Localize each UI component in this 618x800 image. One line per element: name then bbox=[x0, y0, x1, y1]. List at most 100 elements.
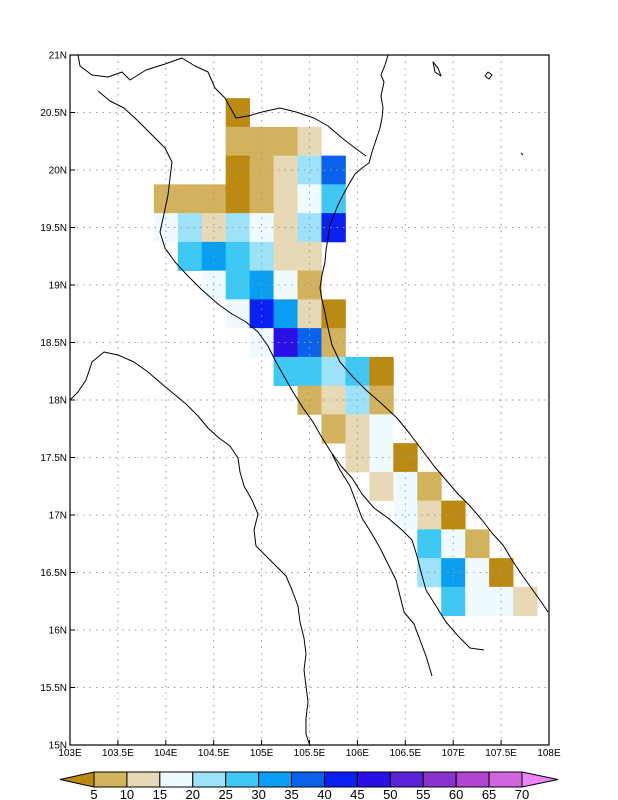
rainfall-cell bbox=[201, 241, 227, 272]
colorbar-label: 70 bbox=[515, 787, 529, 800]
colorbar-bin bbox=[93, 771, 128, 788]
coastline-and-borders bbox=[69, 54, 549, 747]
colorbar-label: 50 bbox=[383, 787, 397, 800]
colorbar-bin bbox=[389, 771, 424, 788]
colorbar-bin bbox=[356, 771, 391, 788]
rainfall-cell bbox=[369, 356, 394, 387]
coastline bbox=[319, 54, 549, 613]
rainfall-cell bbox=[273, 356, 298, 387]
colorbar-label: 30 bbox=[251, 787, 265, 800]
lon-tick-label: 106.5E bbox=[389, 748, 421, 759]
rainfall-cell bbox=[249, 126, 274, 157]
rainfall-cell bbox=[297, 126, 322, 157]
rainfall-cell bbox=[249, 299, 274, 329]
rainfall-cell bbox=[417, 471, 442, 502]
colorbar-bin bbox=[323, 771, 358, 788]
rainfall-cell bbox=[225, 299, 251, 329]
lon-tick-label: 108E bbox=[537, 748, 561, 759]
lat-tick-label: 21N bbox=[49, 51, 67, 62]
colorbar: 5 10 15 20 25 30 35 40 45 50 55 60 65 70 bbox=[59, 771, 559, 800]
rainfall-cell bbox=[465, 586, 490, 617]
colorbar-bin bbox=[488, 771, 523, 788]
colorbar-label: 20 bbox=[186, 787, 200, 800]
colorbar-label: 40 bbox=[317, 787, 331, 800]
border bbox=[97, 90, 485, 651]
colorbar-low-arrow bbox=[59, 771, 95, 788]
colorbar-bin bbox=[225, 771, 260, 788]
border bbox=[331, 453, 433, 677]
lat-tick-label: 15.5N bbox=[40, 683, 67, 694]
lat-tick-label: 19.5N bbox=[40, 223, 67, 234]
colorbar-label: 35 bbox=[284, 787, 298, 800]
rainfall-cell bbox=[417, 529, 442, 559]
rainfall-cell bbox=[465, 529, 490, 559]
rainfall-cell bbox=[321, 184, 346, 214]
lon-tick-label: 103.5E bbox=[102, 748, 134, 759]
colorbar-bin bbox=[159, 771, 194, 788]
rainfall-cell bbox=[369, 414, 394, 444]
lon-tick-label: 107E bbox=[442, 748, 466, 759]
rainfall-cell bbox=[393, 471, 418, 502]
latitude-tick-labels: 15N 15.5N 16N 16.5N 17N 17.5N 18N 18.5N 19N 19.5N… bbox=[40, 51, 75, 752]
lat-tick-label: 16.5N bbox=[40, 568, 67, 579]
longitude-tick-labels: 103E 103.5E 104E 104.5E 105E 105.5E 106E 106.5E… bbox=[58, 740, 561, 759]
rainfall-cell bbox=[321, 414, 346, 444]
colorbar-label: 10 bbox=[120, 787, 134, 800]
rainfall-cell bbox=[225, 126, 251, 157]
rainfall-cell bbox=[297, 299, 322, 329]
colorbar-bin bbox=[455, 771, 490, 788]
rainfall-cell bbox=[369, 471, 394, 502]
lat-tick-label: 18N bbox=[49, 396, 67, 407]
rainfall-cell bbox=[249, 328, 274, 358]
island bbox=[432, 61, 442, 77]
lon-tick-label: 104E bbox=[154, 748, 178, 759]
border bbox=[69, 351, 311, 747]
colorbar-label: 45 bbox=[350, 787, 364, 800]
lat-tick-label: 20N bbox=[49, 166, 67, 177]
rainfall-cell bbox=[369, 385, 394, 415]
rainfall-cell bbox=[369, 443, 394, 473]
colorbar-label: 55 bbox=[416, 787, 430, 800]
lon-tick-label: 105E bbox=[250, 748, 274, 759]
colorbar-label: 5 bbox=[90, 787, 97, 800]
lat-tick-label: 18.5N bbox=[40, 338, 67, 349]
rainfall-cell bbox=[177, 184, 203, 214]
lon-tick-label: 103E bbox=[58, 748, 82, 759]
lat-tick-label: 15N bbox=[49, 741, 67, 752]
rainfall-cell bbox=[321, 385, 346, 415]
colorbar-bin bbox=[291, 771, 325, 788]
colorbar-high-arrow bbox=[521, 771, 559, 788]
rainfall-cell bbox=[297, 241, 322, 272]
colorbar-label: 60 bbox=[449, 787, 463, 800]
lon-tick-label: 105.5E bbox=[294, 748, 326, 759]
rainfall-cell bbox=[321, 213, 346, 243]
lat-tick-label: 17N bbox=[49, 511, 67, 522]
lon-tick-label: 106E bbox=[346, 748, 370, 759]
rainfall-cell bbox=[393, 500, 418, 530]
rainfall-cell bbox=[273, 184, 298, 214]
rainfall-cell bbox=[225, 184, 251, 214]
rainfall-grid-cells bbox=[153, 98, 538, 617]
colorbar-bin bbox=[422, 771, 457, 788]
rainfall-cell bbox=[273, 241, 298, 272]
lat-tick-label: 19N bbox=[49, 281, 67, 292]
rainfall-cell bbox=[417, 500, 442, 530]
island bbox=[484, 71, 493, 80]
rainfall-cell bbox=[225, 241, 251, 272]
rainfall-cell bbox=[441, 500, 466, 530]
lon-tick-label: 104.5E bbox=[198, 748, 230, 759]
rainfall-cell bbox=[345, 443, 370, 473]
rainfall-cell bbox=[393, 443, 418, 473]
rainfall-cell bbox=[249, 270, 274, 300]
rainfall-cell bbox=[321, 356, 346, 387]
rainfall-cell bbox=[321, 155, 346, 185]
rainfall-cell bbox=[321, 328, 346, 358]
colorbar-label: 25 bbox=[218, 787, 232, 800]
island bbox=[520, 152, 524, 156]
border bbox=[77, 54, 367, 157]
colorbar-label: 65 bbox=[482, 787, 496, 800]
lon-tick-label: 107.5E bbox=[485, 748, 517, 759]
lat-tick-label: 20.5N bbox=[40, 108, 67, 119]
graticule-grid bbox=[70, 55, 549, 745]
